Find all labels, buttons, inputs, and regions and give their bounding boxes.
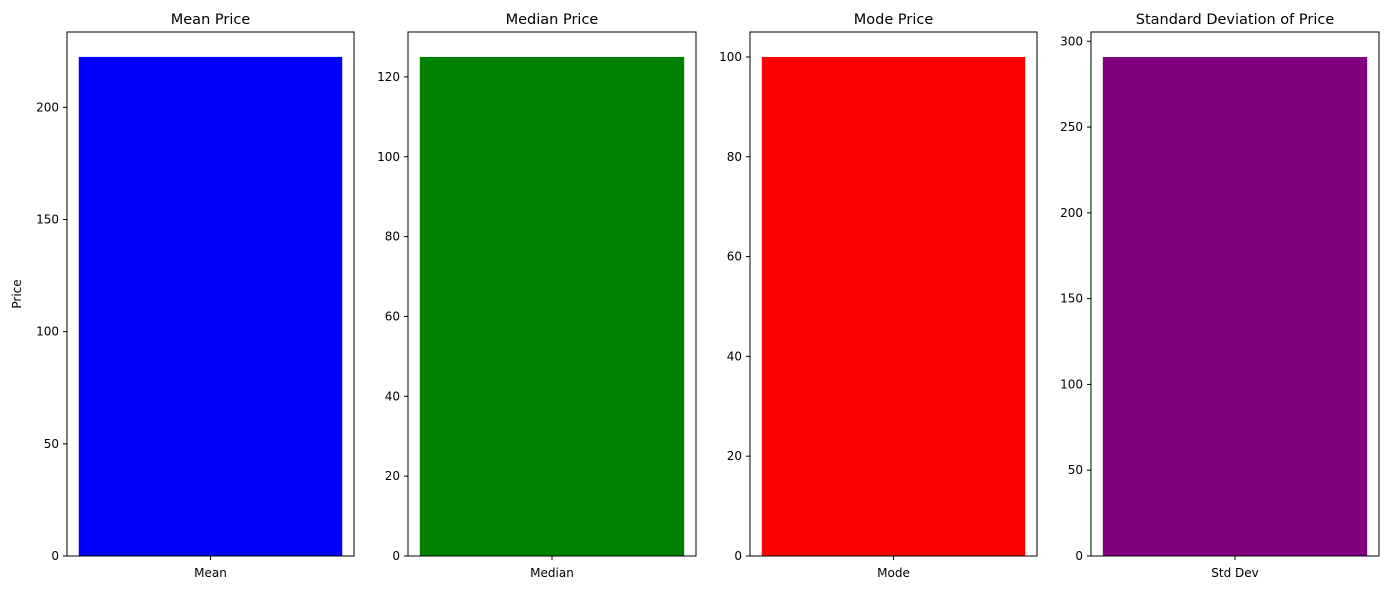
axes-frame (749, 31, 1038, 557)
chart-title: Standard Deviation of Price (1136, 12, 1335, 28)
y-tick-label: 50 (44, 437, 59, 451)
y-tick-label: 0 (392, 549, 400, 563)
x-tick-label: Std Dev (1211, 566, 1258, 580)
y-tick-label: 0 (1075, 549, 1083, 563)
y-tick-label: 40 (727, 349, 742, 363)
y-axis-label: Price (10, 279, 24, 308)
y-tick-label: 80 (727, 150, 742, 164)
y-tick-label: 150 (36, 213, 59, 227)
y-tick-label: 120 (377, 70, 400, 84)
chart-title: Median Price (506, 12, 599, 28)
bar (419, 56, 685, 556)
bar (78, 56, 343, 556)
chart-panel-std-dev: Standard Deviation of Price Std Dev 0 50 10… (1060, 12, 1380, 580)
y-tick-label: 100 (36, 325, 59, 339)
y-tick-label: 60 (385, 309, 400, 323)
bar (761, 56, 1026, 556)
chart-title: Mode Price (854, 12, 934, 28)
x-tick-label: Median (530, 566, 574, 580)
axes-frame (407, 31, 697, 557)
y-tick-label: 200 (1060, 206, 1083, 220)
chart-panel-median: Median Price Median 0 20 40 60 80 100 120 (377, 12, 697, 580)
axes-frame (1090, 31, 1380, 557)
axes-frame (66, 31, 355, 557)
chart-panel-mean: Mean Price Price Mean 0 50 100 150 200 (10, 12, 355, 580)
bar (1102, 57, 1368, 557)
y-tick-label: 80 (385, 230, 400, 244)
y-tick-label: 100 (1060, 377, 1083, 391)
y-tick-label: 50 (1068, 463, 1083, 477)
y-tick-label: 40 (385, 389, 400, 403)
y-tick-label: 60 (727, 250, 742, 264)
y-tick-label: 300 (1060, 34, 1083, 48)
chart-panel-mode: Mode Price Mode 0 20 40 60 80 100 (719, 12, 1038, 580)
x-tick-label: Mode (877, 566, 910, 580)
y-tick-label: 150 (1060, 292, 1083, 306)
chart-title: Mean Price (171, 12, 251, 28)
y-tick-label: 0 (51, 549, 59, 563)
y-tick-label: 100 (377, 150, 400, 164)
y-tick-label: 20 (385, 469, 400, 483)
y-tick-label: 250 (1060, 120, 1083, 134)
y-tick-label: 20 (727, 449, 742, 463)
x-tick-label: Mean (194, 566, 227, 580)
y-tick-label: 200 (36, 100, 59, 114)
y-tick-label: 0 (734, 549, 742, 563)
y-tick-label: 100 (719, 50, 742, 64)
